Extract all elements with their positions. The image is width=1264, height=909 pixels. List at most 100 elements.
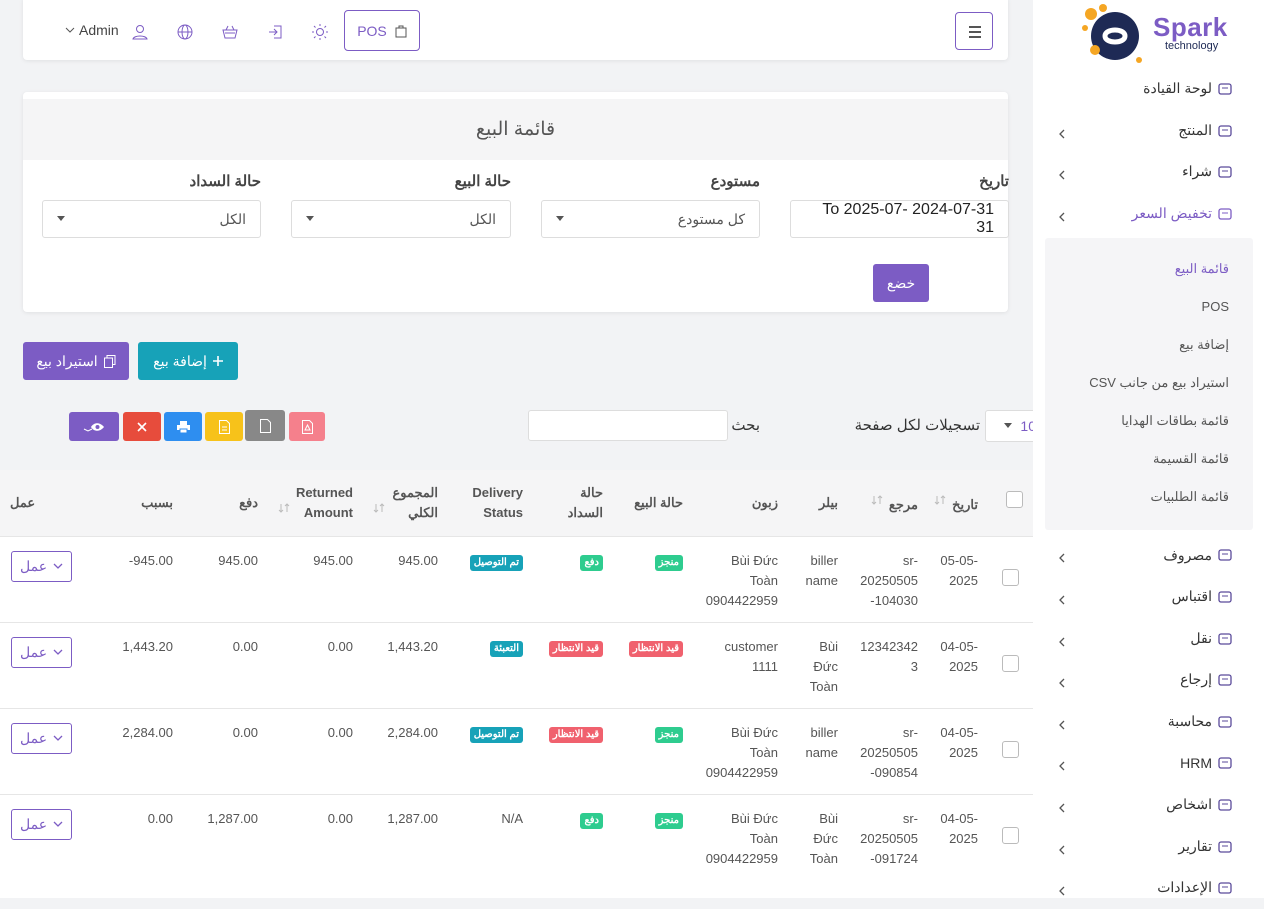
menu-icon: [1218, 674, 1232, 686]
submenu-item[interactable]: قائمة الطلبيات: [1150, 489, 1229, 505]
submenu-item[interactable]: قائمة بطاقات الهدايا: [1121, 413, 1229, 429]
returned-cell: 945.00: [268, 535, 363, 622]
checkbox[interactable]: [1006, 491, 1023, 509]
submenu-item[interactable]: قائمة البيع: [1174, 261, 1229, 277]
submenu-item[interactable]: إضافة بيع: [1179, 337, 1229, 353]
field-label: حالة البيع: [454, 173, 511, 190]
menu-item[interactable]: نقل: [1033, 618, 1264, 660]
pdf-button[interactable]: [289, 412, 325, 441]
logo-mark: [1082, 4, 1142, 63]
pdf-icon: [301, 419, 313, 434]
csv-button[interactable]: [245, 410, 285, 441]
cell-text: 1,287.00: [387, 810, 438, 826]
language-icon[interactable]: [177, 24, 193, 40]
customer-cell: Bùi Đức Toàn 0904422959: [693, 707, 788, 794]
sort: [278, 499, 290, 519]
theme-icon[interactable]: [312, 24, 328, 40]
submenu-item[interactable]: قائمة القسيمة: [1152, 451, 1229, 467]
chevron: [1058, 883, 1066, 899]
field-label: مستودع: [710, 173, 760, 190]
chevron: [1058, 126, 1066, 142]
user-icon[interactable]: [132, 24, 148, 40]
pos-button[interactable]: POS: [344, 10, 420, 51]
checkbox[interactable]: [1002, 740, 1019, 758]
menu-item[interactable]: اشخاص: [1033, 784, 1264, 826]
checkbox[interactable]: [1002, 568, 1019, 586]
menu-icon-wrap: [1218, 124, 1232, 141]
returned-cell: 0.00: [268, 793, 363, 880]
chevron-icon: [1059, 845, 1065, 854]
submit-button[interactable]: خضع: [873, 264, 929, 302]
action-button[interactable]: عمل: [11, 636, 73, 668]
menu-item[interactable]: المنتج: [1033, 110, 1264, 152]
print-button[interactable]: [164, 412, 202, 441]
action-button[interactable]: عمل: [11, 550, 73, 582]
column-header: Returned Amount: [268, 470, 363, 536]
menu-item[interactable]: HRM: [1033, 742, 1264, 784]
field-value: الكل: [219, 210, 247, 227]
caret-icon: [53, 735, 63, 741]
due-cell: 2,284.00: [103, 707, 183, 794]
menu-item[interactable]: تقارير: [1033, 826, 1264, 868]
menu-item[interactable]: مصروف: [1033, 534, 1264, 576]
action-cell: عمل: [0, 793, 103, 880]
filter-card: قائمة البيع تاريخ 2024-07-31 To 2025-07-3…: [23, 92, 1009, 312]
sort-icon: [373, 503, 385, 513]
chevron: [1058, 634, 1066, 650]
brand-sub: technology: [1165, 40, 1219, 52]
action-button[interactable]: عمل: [11, 808, 73, 840]
file-icon: [259, 418, 271, 433]
menu-item[interactable]: محاسبة: [1033, 701, 1264, 743]
import-sale-button[interactable]: استيراد بيع: [23, 342, 129, 380]
header-row: تاريخ مرجع بيلر زبون حالة البيع حالة السداد De…: [0, 470, 1033, 536]
menu-item[interactable]: لوحة القيادة: [1033, 68, 1264, 110]
menu-item[interactable]: الإعدادات: [1033, 867, 1264, 909]
delivery-status-cell: تم التوصيل: [448, 707, 533, 794]
login-icon[interactable]: [268, 24, 284, 40]
cell-text: Bùi Đức Toàn 0904422959: [705, 810, 778, 866]
user-menu[interactable]: Admin: [65, 22, 119, 38]
select-input[interactable]: الكل: [291, 200, 511, 238]
search-input[interactable]: [528, 410, 728, 441]
action-label: عمل: [20, 644, 48, 660]
submenu-item[interactable]: استيراد بيع من جانب CSV: [1089, 375, 1229, 391]
cell-text: 2,284.00: [387, 724, 438, 740]
menu-item[interactable]: اقتباس: [1033, 576, 1264, 618]
menu-item[interactable]: إرجاع: [1033, 659, 1264, 701]
delivery-status-cell: N/A: [448, 793, 533, 880]
card-title: قائمة البيع: [23, 99, 1008, 160]
menu-label: محاسبة: [1167, 713, 1212, 730]
checkbox[interactable]: [1002, 826, 1019, 844]
menu-toggle[interactable]: [955, 12, 993, 50]
status-badge: قيد الانتظار: [628, 640, 683, 657]
hamburger-icon: [969, 26, 981, 38]
basket-icon[interactable]: [222, 24, 238, 40]
chevron: [1058, 800, 1066, 816]
column-header: المجموع الكلي: [363, 470, 448, 536]
menu-label: لوحة القيادة: [1143, 80, 1212, 97]
header-label: بيلر: [818, 494, 838, 510]
sidebar-menu: لوحة القيادة المنتج شراء تخفيض السعر قائمة ا…: [1033, 68, 1264, 909]
select-input[interactable]: كل مستودع: [541, 200, 760, 238]
menu-item[interactable]: شراء: [1033, 151, 1264, 193]
menu-icon: [1218, 840, 1232, 853]
select-input[interactable]: الكل: [42, 200, 261, 238]
paid-cell: 0.00: [183, 707, 268, 794]
add-sale-button[interactable]: إضافة بيع: [138, 342, 238, 380]
column-visibility-button[interactable]: [69, 412, 119, 441]
date-cell: 04-05-2025: [928, 707, 988, 794]
submenu-item[interactable]: POS: [1201, 299, 1229, 315]
paid-cell: 0.00: [183, 621, 268, 708]
date-range-input[interactable]: 2024-07-31 To 2025-07-31: [790, 200, 1009, 238]
field-value: كل مستودع: [677, 210, 745, 227]
menu-item[interactable]: تخفيض السعر: [1033, 193, 1264, 235]
action-button[interactable]: عمل: [11, 722, 73, 754]
excel-button[interactable]: [205, 412, 243, 441]
cell-text: 05-05-2025: [940, 552, 978, 588]
checkbox[interactable]: [1002, 654, 1019, 672]
field-label: حالة السداد: [189, 173, 261, 190]
field-label: تاريخ: [979, 173, 1009, 190]
chevron-icon: [1059, 129, 1065, 139]
cell-text: 04-05-2025: [940, 638, 978, 674]
delete-button[interactable]: [123, 412, 161, 441]
